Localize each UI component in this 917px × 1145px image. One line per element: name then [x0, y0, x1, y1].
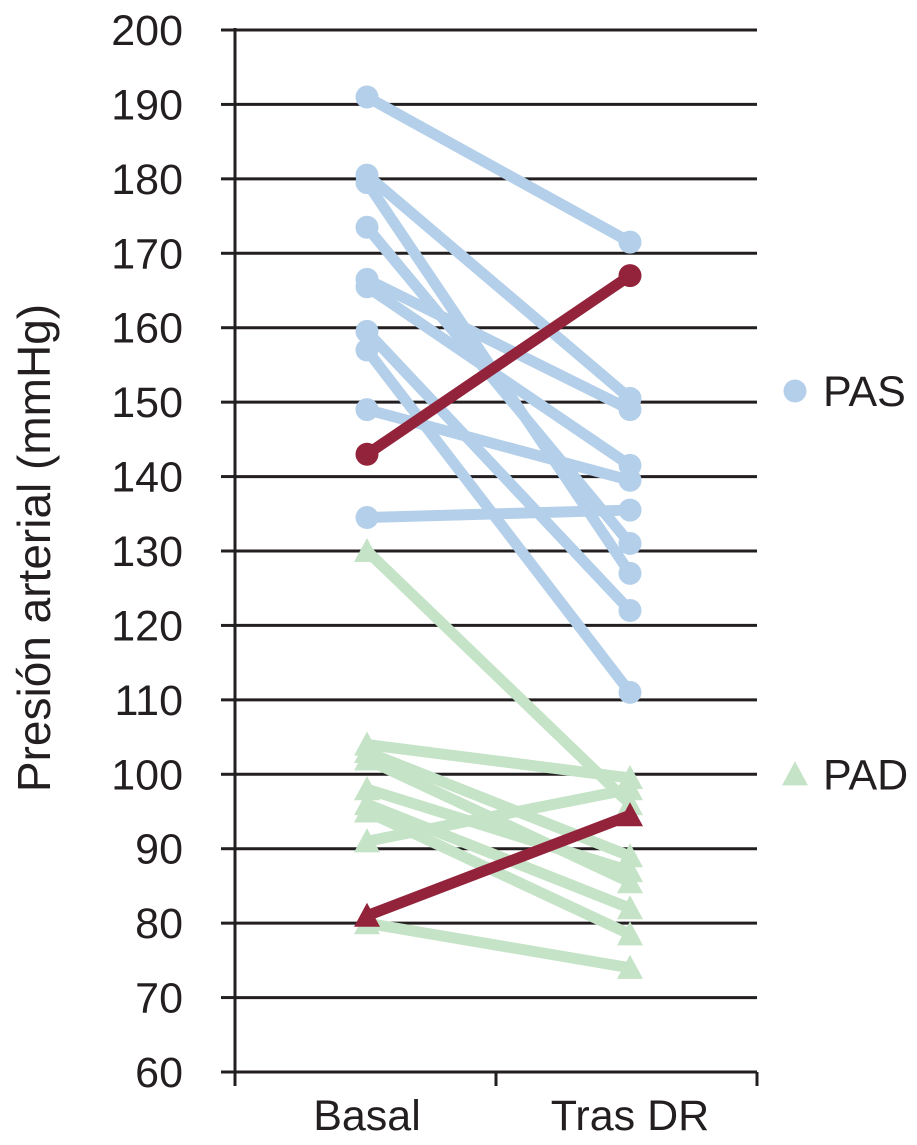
circle-point [355, 275, 379, 299]
circle-point [618, 264, 642, 288]
triangle-point [617, 858, 643, 883]
triangle-point [617, 843, 643, 868]
circle-point [618, 468, 642, 492]
series-line [361, 545, 636, 810]
y-tick-label: 80 [135, 900, 183, 948]
y-tick-label: 170 [111, 230, 183, 278]
circle-point [355, 171, 379, 195]
circle-point [355, 319, 379, 343]
y-tick-label: 130 [111, 528, 183, 576]
triangle-point [617, 921, 643, 946]
series-line [361, 169, 636, 404]
series-line [361, 917, 636, 974]
legend: PAS PAD [782, 368, 908, 799]
y-tick-label: 90 [135, 826, 183, 874]
y-tick-label: 60 [135, 1049, 183, 1097]
triangle-point [617, 776, 643, 801]
legend-circle-icon [783, 379, 807, 403]
axes [221, 28, 759, 1086]
legend-triangle-icon [782, 761, 808, 786]
circle-point [618, 599, 642, 623]
x-tick-labels: Basal Tras DR [313, 1092, 709, 1140]
triangle-point [354, 902, 380, 927]
triangle-point [354, 538, 380, 563]
y-tick-label: 70 [135, 975, 183, 1023]
pad-series [354, 538, 643, 979]
y-tick-label: 100 [111, 751, 183, 799]
series-line [361, 281, 636, 471]
circle-point [618, 532, 642, 556]
circle-point [355, 85, 379, 109]
y-tick-label: 180 [111, 156, 183, 204]
series-line [361, 809, 636, 922]
circle-point [618, 398, 642, 422]
circle-point [618, 561, 642, 585]
series-line [361, 746, 636, 862]
legend-label: PAS [823, 368, 906, 416]
circle-point [355, 442, 379, 466]
circle-point [618, 498, 642, 522]
y-tick-label: 160 [111, 305, 183, 353]
y-tick-label: 140 [111, 454, 183, 502]
series-line [361, 798, 636, 914]
circle-point [355, 506, 379, 530]
circle-point [618, 680, 642, 704]
y-tick-labels: 200 190 180 170 160 150 140 130 120 110 100 90 80 70 6… [111, 7, 183, 1097]
pas-series [355, 85, 642, 704]
series-line [361, 739, 636, 784]
y-tick-label: 200 [111, 7, 183, 55]
y-tick-label: 110 [114, 677, 183, 725]
y-tick-label: 190 [111, 81, 183, 129]
circle-point [618, 230, 642, 254]
circle-point [355, 398, 379, 422]
gridlines [235, 28, 757, 1000]
series-line [361, 325, 636, 617]
triangle-point [617, 802, 643, 827]
series-line [361, 344, 636, 698]
triangle-point [354, 798, 380, 823]
x-tick-label: Tras DR [551, 1092, 709, 1140]
highlight-series [354, 264, 643, 927]
triangle-point [354, 828, 380, 853]
series-line [361, 270, 636, 460]
triangle-point [617, 954, 643, 979]
legend-label: PAD [823, 751, 908, 799]
y-tick-label: 150 [111, 379, 183, 427]
triangle-point [354, 746, 380, 771]
triangle-point [354, 776, 380, 801]
series-line [361, 504, 636, 524]
series-line [361, 783, 636, 847]
y-tick-label: 120 [111, 602, 183, 650]
x-tick-label: Basal [313, 1092, 421, 1140]
series-line [361, 783, 636, 877]
y-axis-label: Presión arterial (mmHg) [8, 304, 60, 792]
series-line [361, 91, 636, 248]
circle-point [355, 215, 379, 239]
triangle-point [617, 895, 643, 920]
series-line [361, 221, 636, 550]
series-line [361, 273, 636, 416]
circle-point [355, 338, 379, 362]
